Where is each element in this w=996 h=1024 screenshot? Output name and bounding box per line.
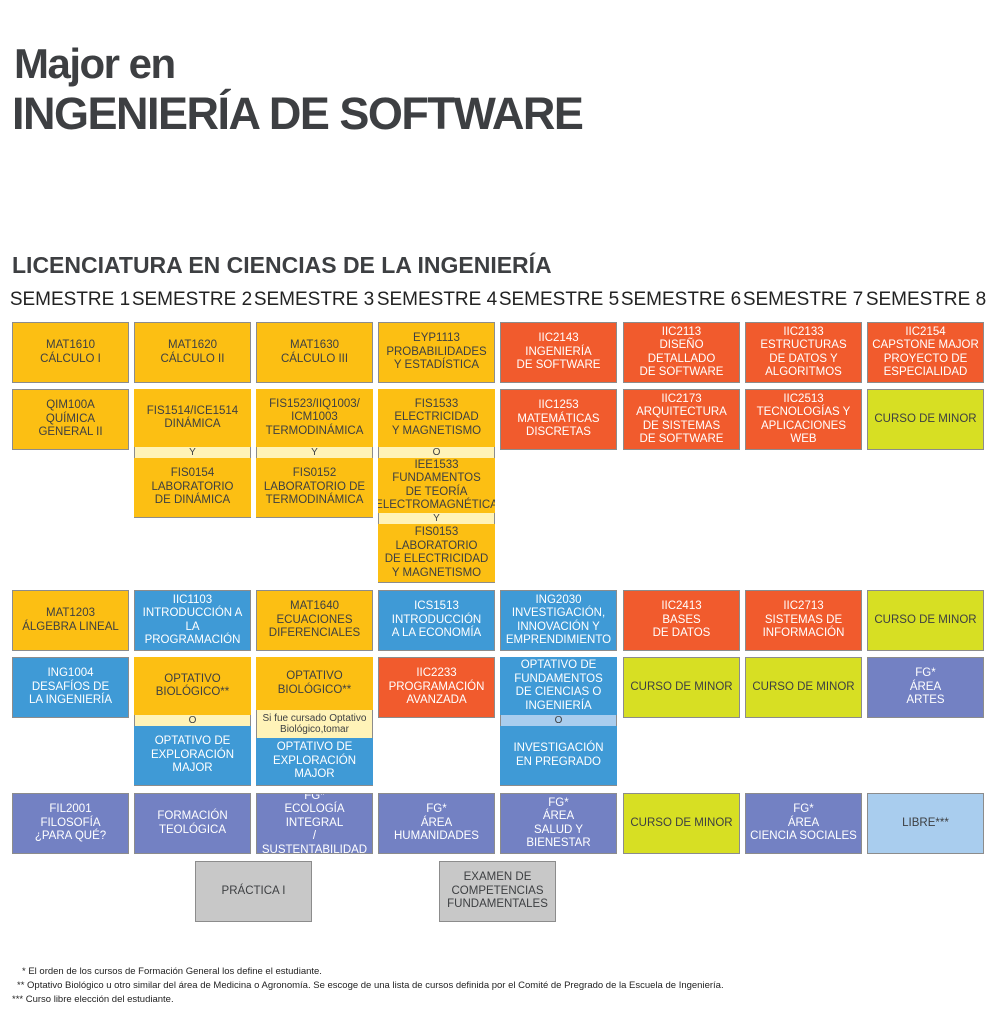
or-separator: Y: [135, 447, 250, 458]
course-formacion-teologica: FORMACIÓN TEOLÓGICA: [134, 793, 251, 854]
course-iic1103: IIC1103 INTRODUCCIÓN A LA PROGRAMACIÓN: [134, 590, 251, 651]
course-iic2413: IIC2413 BASES DE DATOS: [623, 590, 740, 651]
course-fis1514: FIS1514/ICE1514 DINÁMICA: [134, 389, 251, 447]
semester-1-header: SEMESTRE 1: [9, 289, 131, 310]
course-iic1253: IIC1253 MATEMÁTICAS DISCRETAS: [500, 389, 617, 450]
course-mat1640: MAT1640 ECUACIONES DIFERENCIALES: [256, 590, 373, 651]
course-fis1523: FIS1523/IIQ1003/ ICM1003 TERMODINÁMICA: [256, 389, 373, 447]
course-optativo-exploracion: OPTATIVO DE EXPLORACIÓN MAJOR: [256, 738, 373, 785]
or-separator: Y: [257, 447, 372, 458]
course-iic2154: IIC2154 CAPSTONE MAJOR PROYECTO DE ESPEC…: [867, 322, 984, 383]
semester-8-header: SEMESTRE 8: [865, 289, 987, 310]
course-iic2173: IIC2173 ARQUITECTURA DE SISTEMAS DE SOFT…: [623, 389, 740, 450]
course-fg-artes: FG* ÁREA ARTES: [867, 657, 984, 718]
page-title-line1: Major en: [14, 40, 176, 87]
course-minor-2: CURSO DE MINOR: [867, 590, 984, 651]
course-iic2513: IIC2513 TECNOLOGÍAS Y APLICACIONES WEB: [745, 389, 862, 450]
course-optativo-exploracion: OPTATIVO DE EXPLORACIÓN MAJOR: [134, 726, 251, 785]
semester-2-header: SEMESTRE 2: [131, 289, 253, 310]
semester-5-header: SEMESTRE 5: [498, 289, 620, 310]
course-mat1610: MAT1610 CÁLCULO I: [12, 322, 129, 383]
semester-6-header: SEMESTRE 6: [620, 289, 742, 310]
course-iic2233: IIC2233 PROGRAMACIÓN AVANZADA: [378, 657, 495, 718]
practica-i: PRÁCTICA I: [195, 861, 312, 922]
semester-4-header: SEMESTRE 4: [376, 289, 498, 310]
course-fis0153: FIS0153 LABORATORIO DE ELECTRICIDAD Y MA…: [378, 524, 495, 582]
course-fis0152: FIS0152 LABORATORIO DE TERMODINÁMICA: [256, 458, 373, 517]
course-mat1620: MAT1620 CÁLCULO II: [134, 322, 251, 383]
course-fg-ecologia: FG* ECOLOGÍA INTEGRAL / SUSTENTABILIDAD: [256, 793, 373, 854]
course-iic2143: IIC2143 INGENIERÍA DE SOFTWARE: [500, 322, 617, 383]
course-optativo-fundamentos: OPTATIVO DE FUNDAMENTOS DE CIENCIAS O IN…: [500, 657, 617, 715]
course-iic2133: IIC2133 ESTRUCTURAS DE DATOS Y ALGORITMO…: [745, 322, 862, 383]
and-separator: Y: [379, 513, 494, 524]
course-libre: LIBRE***: [867, 793, 984, 854]
course-minor-1: CURSO DE MINOR: [867, 389, 984, 450]
note-optativo-biologico: Si fue cursado Optativo Biológico,tomar: [257, 710, 372, 738]
course-eyp1113: EYP1113 PROBABILIDADES Y ESTADÍSTICA: [378, 322, 495, 383]
course-iic2113: IIC2113 DISEÑO DETALLADO DE SOFTWARE: [623, 322, 740, 383]
course-fg-ciencias-sociales: FG* ÁREA CIENCIA SOCIALES: [745, 793, 862, 854]
footnote-optativo-biologico: ** Optativo Biológico u otro similar del…: [17, 980, 724, 991]
semester-3-header: SEMESTRE 3: [253, 289, 375, 310]
footnote-fg: * El orden de los cursos de Formación Ge…: [22, 966, 322, 977]
course-minor-5: CURSO DE MINOR: [623, 793, 740, 854]
course-fil2001: FIL2001 FILOSOFÍA ¿PARA QUÉ?: [12, 793, 129, 854]
course-mat1203: MAT1203 ÁLGEBRA LINEAL: [12, 590, 129, 651]
page-title-line2: INGENIERÍA DE SOFTWARE: [12, 88, 584, 139]
semester-7-header: SEMESTRE 7: [742, 289, 864, 310]
examen-competencias: EXAMEN DE COMPETENCIAS FUNDAMENTALES: [439, 861, 556, 922]
course-investigacion-pregrado: INVESTIGACIÓN EN PREGRADO: [500, 726, 617, 785]
course-fis1533: FIS1533 ELECTRICIDAD Y MAGNETISMO: [378, 389, 495, 447]
course-optativo-biologico: OPTATIVO BIOLÓGICO**: [134, 657, 251, 715]
course-fg-humanidades: FG* ÁREA HUMANIDADES: [378, 793, 495, 854]
course-fis0154: FIS0154 LABORATORIO DE DINÁMICA: [134, 458, 251, 517]
or-separator: O: [135, 715, 250, 726]
footnote-libre: *** Curso libre elección del estudiante.: [12, 994, 174, 1005]
course-ing2030: ING2030 INVESTIGACIÓN, INNOVACIÓN Y EMPR…: [500, 590, 617, 651]
or-separator: O: [501, 715, 616, 726]
course-optativo-biologico: OPTATIVO BIOLÓGICO**: [256, 657, 373, 710]
course-fg-salud: FG* ÁREA SALUD Y BIENESTAR: [500, 793, 617, 854]
course-iee1533: IEE1533 FUNDAMENTOS DE TEORÍA ELECTROMAG…: [378, 458, 495, 513]
course-qim100a: QIM100A QUÍMICA GENERAL II: [12, 389, 129, 450]
course-minor-4: CURSO DE MINOR: [745, 657, 862, 718]
course-mat1630: MAT1630 CÁLCULO III: [256, 322, 373, 383]
program-subtitle: LICENCIATURA EN CIENCIAS DE LA INGENIERÍ…: [12, 252, 552, 278]
course-ing1004: ING1004 DESAFÍOS DE LA INGENIERÍA: [12, 657, 129, 718]
course-iic2713: IIC2713 SISTEMAS DE INFORMACIÓN: [745, 590, 862, 651]
or-separator: O: [379, 447, 494, 458]
course-minor-3: CURSO DE MINOR: [623, 657, 740, 718]
course-ics1513: ICS1513 INTRODUCCIÓN A LA ECONOMÍA: [378, 590, 495, 651]
